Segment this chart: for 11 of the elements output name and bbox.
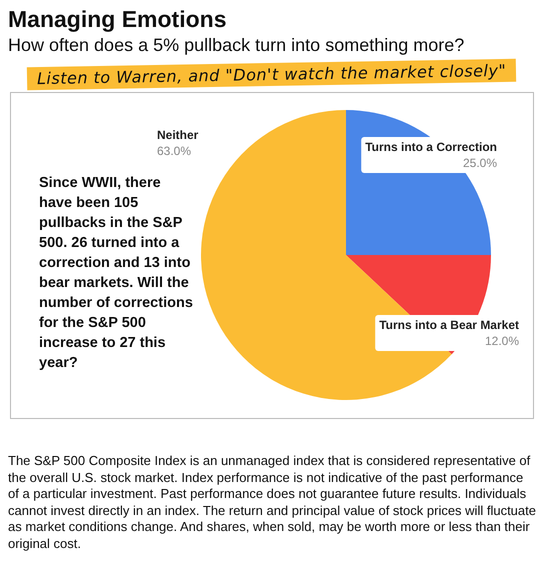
text: Listen to Warren, and "Don't watch the market closely" [27,58,517,90]
slice-label: Neither [157,128,199,142]
chart-title: Managing Emotions [8,6,228,33]
data-label: 25.0% [462,156,498,170]
data-label: 12.0% [484,334,520,348]
slice-label: Turns into a Correction [365,140,497,154]
text: Since WWII, there have been 105 pullbacks in the S&P 500. 26 turned into a correction and 13 into bear markets. Will the number of corrections for the S&P 500 increase to 27 this year? [39,175,193,371]
text: The S&P 500 Composite Index is an unmanaged index that is considered representative of the overall U.S. stock market. Index performance is not indicative of the past performance of a particular investment. Past performance does not guarantee future results. Individuals cannot invest directly in an index. The return and principal value of stock prices will fluctuate as market conditions change. And shares, when sold, may be worth more or less than their original cost. [8,453,536,552]
chart-subtitle: How often does a 5% pullback turn into something more? [8,35,466,56]
data-label: 63.0% [157,144,192,158]
slice-label: Turns into a Bear Market [379,318,519,332]
